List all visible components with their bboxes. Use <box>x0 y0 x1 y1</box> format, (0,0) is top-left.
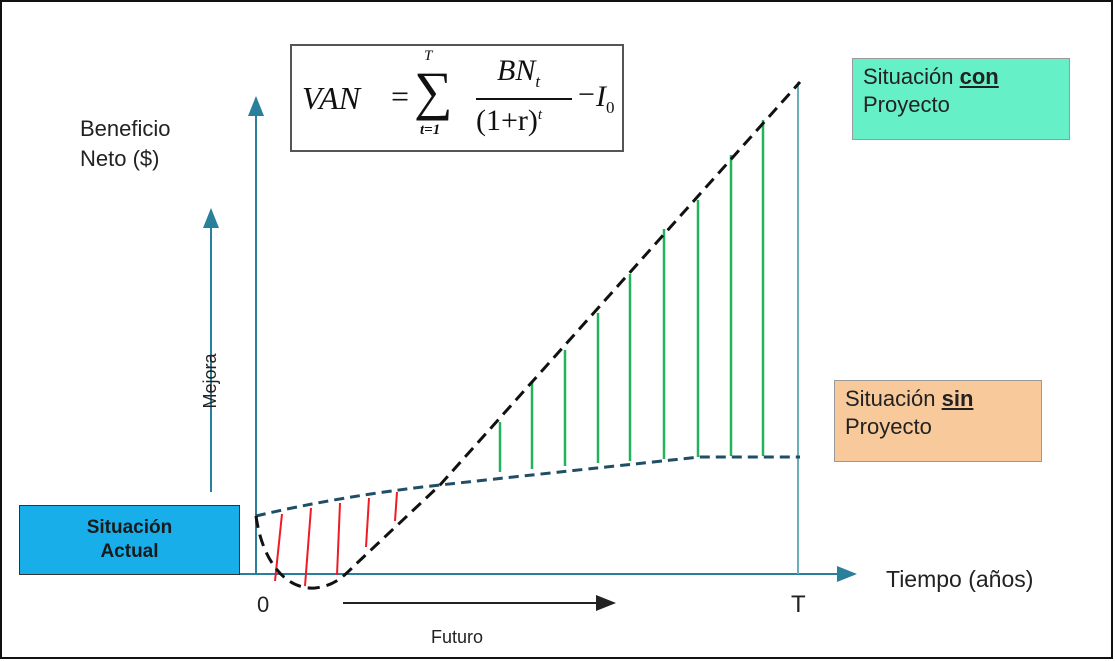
con-proyecto-line2: Proyecto <box>863 92 950 117</box>
formula-minus: − <box>578 78 595 111</box>
formula-investment: I0 <box>596 80 615 117</box>
y-axis-label-line1: Beneficio <box>80 116 171 141</box>
situacion-actual-box: Situación Actual <box>19 505 240 575</box>
loss-line <box>365 497 370 548</box>
fraction-bar <box>476 98 572 100</box>
sum-lower: t=1 <box>420 122 441 138</box>
futuro-label: Futuro <box>431 627 484 647</box>
situacion-actual-line1: Situación <box>86 517 173 538</box>
loss-line <box>336 502 341 576</box>
situacion-actual-line2: Actual <box>100 541 159 562</box>
sin-proyecto-curve <box>255 455 800 518</box>
sum-sign: ∑ <box>414 61 453 121</box>
sin-proyecto-line1: Situación sin <box>845 386 974 411</box>
x-axis-label: Tiempo (años) <box>886 566 1034 592</box>
sum-upper: T <box>424 48 433 64</box>
con-proyecto-curve <box>254 81 802 590</box>
formula-denominator: (1+r)t <box>476 104 543 137</box>
formula-equals: = <box>391 78 410 114</box>
end-label: T <box>791 591 806 618</box>
formula-lhs: VAN <box>302 80 361 116</box>
con-proyecto-box: Situación con Proyecto <box>852 58 1070 140</box>
benefit-lines <box>498 120 765 472</box>
mejora-label: Mejora <box>200 353 220 409</box>
van-formula: VAN = T ∑ t=1 BNt (1+r)t − I0 <box>290 44 624 152</box>
origin-label: 0 <box>257 592 270 617</box>
sin-proyecto-line2: Proyecto <box>845 414 932 439</box>
y-axis-label-line2: Neto ($) <box>80 146 160 171</box>
sin-proyecto-box: Situación sin Proyecto <box>834 380 1042 462</box>
loss-line <box>394 491 398 522</box>
y-axis-label: Beneficio Neto ($) <box>80 114 171 174</box>
con-proyecto-line1: Situación con <box>863 64 999 89</box>
formula-numerator: BNt <box>497 54 541 91</box>
loss-line <box>304 507 312 587</box>
loss-lines <box>274 491 398 587</box>
